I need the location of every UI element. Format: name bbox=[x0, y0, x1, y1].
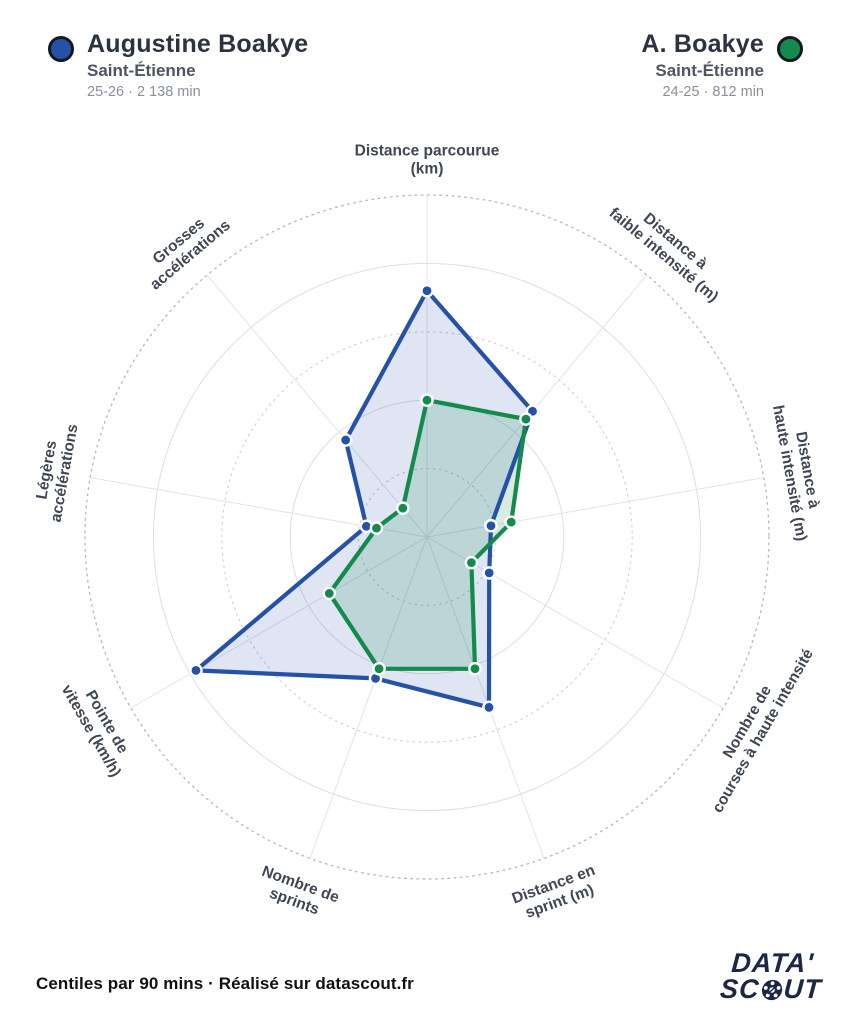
logo-line-1: DATA' bbox=[730, 947, 816, 978]
axis-label-8: Grossesaccélérations bbox=[135, 203, 233, 294]
player-team-right: Saint-Étienne bbox=[655, 60, 764, 80]
series-point-1-7 bbox=[369, 521, 384, 535]
axis-spoke bbox=[426, 536, 545, 859]
player-card-left: Augustine Boakye Saint-Étienne 25-26 · 2… bbox=[48, 30, 308, 100]
player-season-left: 25-26 · 2 138 min bbox=[87, 83, 201, 100]
axis-spoke bbox=[130, 536, 428, 709]
axis-label-5: Nombre desprints bbox=[253, 863, 341, 924]
soccer-ball-icon bbox=[761, 980, 783, 1001]
axis-spoke bbox=[206, 274, 428, 538]
legend-dot-green-icon bbox=[777, 36, 803, 62]
series-point-1-3 bbox=[464, 555, 479, 570]
series-line-0 bbox=[193, 288, 535, 710]
series-point-0-4 bbox=[482, 700, 496, 715]
series-fill-0 bbox=[196, 290, 533, 708]
logo-line2-suffix: UT bbox=[783, 973, 824, 1004]
axis-label-0: Distance parcourue (km) bbox=[355, 143, 500, 178]
player-team-left: Saint-Étienne bbox=[87, 60, 196, 80]
grid-ring-100 bbox=[84, 194, 770, 880]
player-name-right: A. Boakye bbox=[641, 30, 764, 58]
series-point-0-3 bbox=[482, 566, 496, 580]
player-season-right: 24-25 · 812 min bbox=[662, 83, 764, 100]
legend-dot-blue-icon bbox=[48, 36, 74, 62]
series-point-1-6 bbox=[322, 586, 337, 601]
series-point-0-2 bbox=[484, 518, 498, 533]
series-point-0-0 bbox=[420, 283, 434, 298]
series-line-1 bbox=[327, 398, 529, 671]
logo-line-2: SC UT bbox=[719, 973, 824, 1004]
datascout-logo: DATA' SC UT bbox=[719, 947, 825, 1004]
axis-label-6: Pointe devitesse (km/h) bbox=[58, 673, 140, 780]
series-point-1-5 bbox=[372, 661, 386, 676]
series-fill-1 bbox=[329, 400, 526, 669]
series-point-1-0 bbox=[420, 393, 434, 408]
axis-label-1: Distance àfaible intensité (m) bbox=[606, 191, 733, 306]
series-point-1-1 bbox=[519, 412, 533, 426]
grid-ring-60 bbox=[221, 331, 633, 743]
player-card-right: A. Boakye Saint-Étienne 24-25 · 812 min bbox=[641, 30, 803, 100]
axis-label-7: Légèresaccélérations bbox=[30, 420, 82, 524]
footer-note: Centiles par 90 mins · Réalisé sur datas… bbox=[36, 974, 414, 993]
series-point-1-8 bbox=[396, 501, 410, 515]
axis-spoke bbox=[426, 274, 648, 538]
axis-spoke bbox=[426, 477, 764, 538]
series-point-1-4 bbox=[468, 661, 482, 676]
series-point-0-8 bbox=[338, 433, 353, 447]
axis-spoke bbox=[309, 536, 428, 859]
logo-line2-prefix: SC bbox=[719, 973, 762, 1004]
series-point-0-6 bbox=[189, 663, 203, 678]
player-name-left: Augustine Boakye bbox=[87, 30, 309, 58]
axis-label-4: Distance ensprint (m) bbox=[510, 862, 604, 925]
series-point-1-2 bbox=[504, 515, 519, 529]
axis-label-2: Distance àhaute intensité (m) bbox=[769, 401, 827, 543]
